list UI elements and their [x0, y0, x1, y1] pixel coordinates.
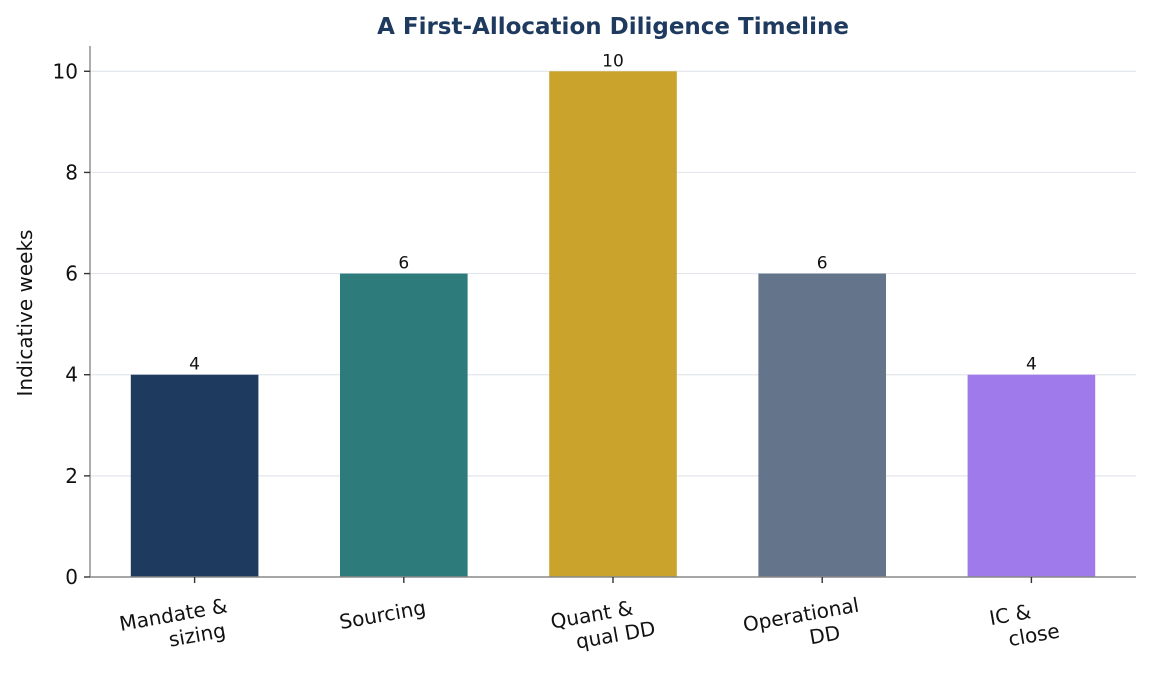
x-tick-label-line: Sourcing: [337, 595, 427, 634]
bar: [339, 273, 468, 577]
chart-title: A First-Allocation Diligence Timeline: [377, 14, 849, 40]
x-tick-label: Mandate &sizing: [117, 593, 229, 651]
y-tick-label: 10: [53, 59, 78, 83]
y-ticks: 0 2 4 6 8 10: [53, 59, 90, 589]
y-tick-label: 2: [65, 464, 78, 488]
data-label: 10: [602, 51, 624, 71]
y-tick-label: 6: [65, 262, 78, 286]
data-label: 4: [1026, 355, 1037, 375]
data-label: 6: [817, 254, 828, 274]
data-label: 4: [189, 355, 200, 375]
bars: [130, 71, 1096, 578]
bar: [758, 273, 887, 577]
bar: [967, 374, 1096, 577]
data-label: 6: [398, 254, 409, 274]
bar: [549, 71, 677, 578]
x-tick-label: Sourcing: [337, 595, 427, 634]
x-ticks: Mandate &sizing Sourcing Quant &qual DD Ope…: [117, 577, 1061, 654]
y-tick-label: 8: [65, 160, 78, 184]
x-tick-label: Quant &qual DD: [549, 596, 658, 654]
y-axis-label: Indicative weeks: [13, 230, 37, 397]
bar: [130, 374, 259, 577]
x-tick-label-line: Operational: [741, 593, 861, 637]
data-labels: 4 6 10 6 4: [189, 51, 1037, 374]
x-tick-label: IC &close: [987, 599, 1061, 651]
y-tick-label: 4: [65, 363, 78, 387]
y-tick-label: 0: [65, 565, 78, 589]
x-tick-label-line: DD: [807, 620, 842, 649]
